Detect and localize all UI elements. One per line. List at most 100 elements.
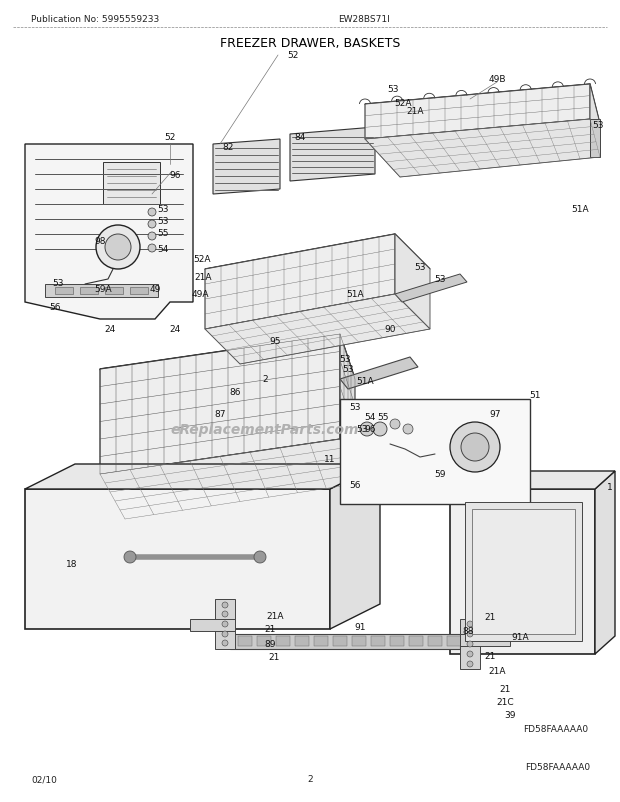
- Text: 24: 24: [169, 325, 180, 334]
- Circle shape: [390, 419, 400, 429]
- Polygon shape: [340, 334, 355, 484]
- Polygon shape: [340, 399, 530, 504]
- Text: 53: 53: [592, 120, 604, 129]
- Circle shape: [222, 602, 228, 608]
- Text: 91: 91: [354, 622, 366, 632]
- Text: 56: 56: [349, 481, 361, 490]
- Text: 96: 96: [365, 425, 376, 434]
- Text: 21C: 21C: [496, 698, 514, 707]
- Text: 51A: 51A: [356, 377, 374, 386]
- Polygon shape: [276, 636, 290, 646]
- Text: 56: 56: [49, 303, 61, 312]
- Polygon shape: [465, 502, 582, 642]
- Polygon shape: [45, 285, 158, 298]
- Text: 53: 53: [52, 279, 64, 288]
- Polygon shape: [333, 636, 347, 646]
- Polygon shape: [340, 358, 418, 390]
- Text: 51: 51: [529, 391, 541, 400]
- Text: 52A: 52A: [193, 255, 211, 264]
- Text: 49: 49: [149, 286, 161, 294]
- Circle shape: [222, 631, 228, 638]
- Text: 2: 2: [307, 775, 313, 784]
- Polygon shape: [205, 294, 430, 365]
- Text: 54: 54: [365, 413, 376, 422]
- Circle shape: [124, 551, 136, 563]
- Polygon shape: [355, 468, 510, 476]
- Polygon shape: [460, 634, 510, 646]
- Text: 21A: 21A: [266, 612, 284, 621]
- Circle shape: [467, 631, 473, 638]
- Text: 53: 53: [157, 217, 169, 226]
- Circle shape: [96, 225, 140, 269]
- Text: 39: 39: [504, 711, 516, 719]
- Polygon shape: [395, 235, 430, 330]
- Text: 53: 53: [414, 263, 426, 272]
- Text: 21A: 21A: [194, 273, 212, 282]
- Circle shape: [148, 209, 156, 217]
- Polygon shape: [213, 140, 280, 195]
- Polygon shape: [103, 163, 160, 205]
- Circle shape: [254, 551, 266, 563]
- Text: 84: 84: [294, 133, 306, 142]
- Polygon shape: [447, 636, 461, 646]
- Text: 1: 1: [607, 483, 613, 492]
- Polygon shape: [340, 419, 418, 449]
- Text: 53: 53: [339, 355, 351, 364]
- Polygon shape: [190, 619, 235, 631]
- Text: 51A: 51A: [346, 290, 364, 299]
- Text: 11: 11: [324, 455, 336, 464]
- Polygon shape: [25, 489, 330, 630]
- Circle shape: [222, 611, 228, 618]
- Text: 53: 53: [342, 365, 354, 374]
- Polygon shape: [100, 334, 340, 475]
- Text: eReplacementParts.com: eReplacementParts.com: [170, 423, 359, 436]
- Circle shape: [222, 622, 228, 627]
- Polygon shape: [130, 288, 148, 294]
- Text: 53: 53: [349, 403, 361, 412]
- Text: 21A: 21A: [489, 666, 506, 675]
- Text: 53: 53: [157, 205, 169, 214]
- Polygon shape: [450, 472, 615, 489]
- Text: 55: 55: [377, 413, 389, 422]
- Polygon shape: [215, 599, 235, 649]
- Polygon shape: [295, 636, 309, 646]
- Text: 21: 21: [484, 613, 495, 622]
- Polygon shape: [257, 636, 271, 646]
- Text: 87: 87: [215, 410, 226, 419]
- Circle shape: [461, 433, 489, 461]
- Text: 54: 54: [157, 245, 169, 254]
- Circle shape: [148, 245, 156, 253]
- Circle shape: [222, 640, 228, 646]
- Text: 90: 90: [384, 325, 396, 334]
- Polygon shape: [80, 288, 98, 294]
- Text: 18: 18: [66, 560, 78, 569]
- Polygon shape: [25, 464, 380, 489]
- Polygon shape: [290, 128, 375, 182]
- Text: 21: 21: [499, 685, 511, 694]
- Circle shape: [467, 651, 473, 657]
- Polygon shape: [55, 288, 73, 294]
- Text: 21: 21: [268, 653, 280, 662]
- Circle shape: [148, 221, 156, 229]
- Polygon shape: [472, 509, 575, 634]
- Text: 53: 53: [388, 85, 399, 95]
- Polygon shape: [330, 464, 380, 630]
- Circle shape: [450, 423, 500, 472]
- Text: 2: 2: [262, 375, 268, 384]
- Text: 89: 89: [264, 640, 276, 649]
- Text: EW28BS71I: EW28BS71I: [338, 15, 390, 25]
- Polygon shape: [428, 636, 442, 646]
- Text: 97: 97: [489, 410, 501, 419]
- Polygon shape: [230, 634, 460, 649]
- Polygon shape: [365, 119, 600, 178]
- Circle shape: [105, 235, 131, 261]
- Circle shape: [467, 661, 473, 667]
- Polygon shape: [590, 85, 600, 158]
- Circle shape: [148, 233, 156, 241]
- Polygon shape: [352, 636, 366, 646]
- Text: Publication No: 5995559233: Publication No: 5995559233: [31, 15, 159, 25]
- Text: 21: 21: [484, 652, 495, 661]
- Text: FD58FAAAAA0: FD58FAAAAA0: [523, 724, 588, 734]
- Text: 59: 59: [434, 470, 446, 479]
- Text: FD58FAAAAA0: FD58FAAAAA0: [525, 763, 590, 772]
